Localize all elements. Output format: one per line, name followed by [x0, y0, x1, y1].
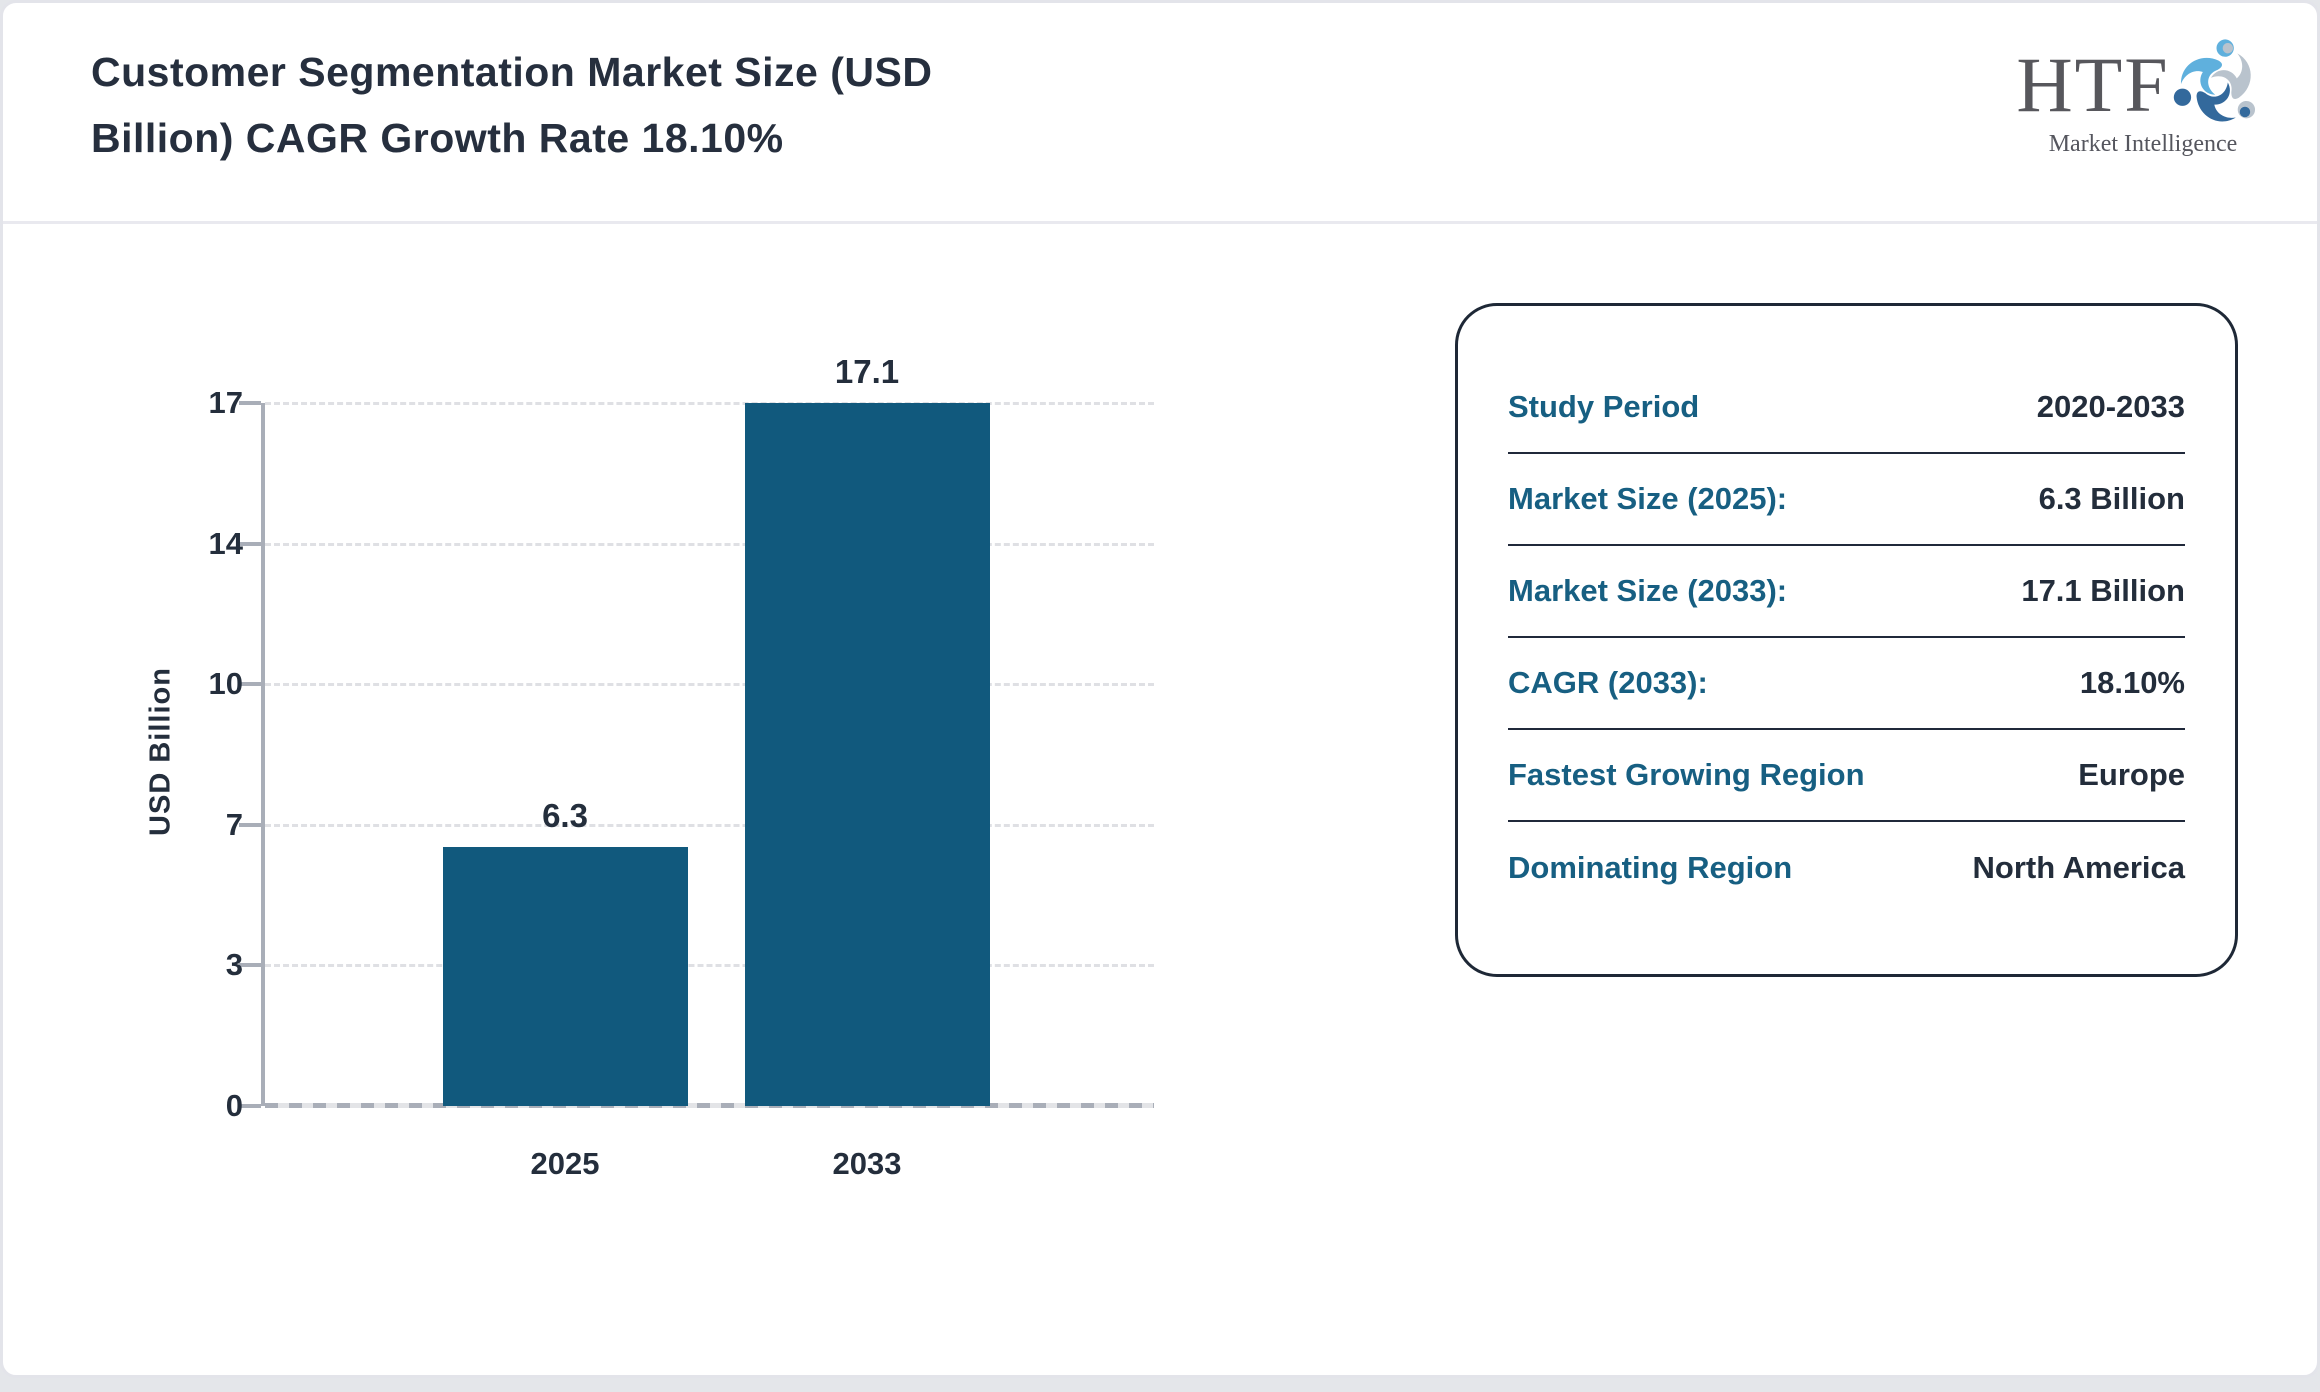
x-axis-label: 2033: [832, 1146, 902, 1181]
logo-monogram-text: HTF: [2016, 41, 2170, 128]
page-title-line-1: Customer Segmentation Market Size (USD: [91, 49, 933, 95]
y-tick-mark: [239, 682, 261, 687]
info-row: Market Size (2025): 6.3 Billion: [1508, 454, 2185, 546]
logo-subtitle-text: Market Intelligence: [2048, 131, 2238, 157]
y-tick-mark: [239, 1104, 261, 1108]
info-row: CAGR (2033): 18.10%: [1508, 638, 2185, 730]
info-row-value: 18.10%: [2079, 665, 2185, 700]
y-tick-label: 7: [225, 806, 243, 842]
info-row-label: Market Size (2025):: [1508, 481, 1788, 516]
info-row-value: Europe: [2078, 757, 2185, 792]
y-axis-title: USD Billion: [144, 666, 177, 836]
gridline: [265, 964, 1154, 968]
logo-row: HTF: [2016, 33, 2269, 137]
gridline: [265, 542, 1154, 546]
htf-logo: HTF Market Intelligence: [2016, 33, 2261, 158]
info-row: Study Period 2020-2033: [1508, 362, 2185, 454]
bar-2025: [442, 847, 688, 1106]
bar-chart-plot: USD Billion 17 14 10 7 3 0 6.3 2025 17.1 2033: [145, 353, 1154, 1181]
header-divider: [3, 221, 2317, 224]
gridline: [265, 402, 1154, 405]
gridline: [265, 823, 1154, 827]
y-tick-mark: [239, 822, 261, 827]
y-tick-label: 3: [225, 947, 243, 983]
info-row-value: North America: [1972, 850, 2185, 885]
info-row-label: Dominating Region: [1508, 850, 1793, 885]
x-axis-baseline: [265, 1103, 1154, 1108]
market-info-card: Study Period 2020-2033 Market Size (2025):…: [1455, 303, 2238, 977]
x-axis-label: 2025: [530, 1146, 600, 1181]
info-row: Dominating Region North America: [1508, 822, 2185, 914]
info-row-label: Market Size (2033):: [1508, 573, 1788, 608]
y-tick-label: 10: [208, 666, 243, 702]
y-tick-label: 17: [208, 385, 243, 420]
info-row-label: Fastest Growing Region: [1508, 757, 1865, 792]
y-tick-mark: [239, 401, 261, 405]
page-title: Customer Segmentation Market Size (USD Bi…: [91, 39, 932, 171]
info-row-value: 17.1 Billion: [2021, 573, 2185, 608]
bar-2033: [744, 403, 990, 1106]
page-title-line-2: Billion) CAGR Growth Rate 18.10%: [91, 115, 784, 161]
gridline: [265, 683, 1154, 687]
y-tick-label: 14: [208, 525, 243, 561]
bar-value-label: 6.3: [542, 797, 588, 834]
y-tick-label: 0: [225, 1088, 243, 1123]
logo-swirl-figure: [2173, 82, 2250, 122]
y-tick-mark: [239, 963, 261, 968]
info-row-label: Study Period: [1508, 389, 1700, 424]
info-row: Market Size (2033): 17.1 Billion: [1508, 546, 2185, 638]
info-row-value: 6.3 Billion: [2038, 481, 2185, 516]
logo-swirl-icon: [2173, 39, 2255, 122]
info-row-value: 2020-2033: [2036, 389, 2185, 424]
bar-value-label: 17.1: [834, 353, 900, 390]
info-row: Fastest Growing Region Europe: [1508, 730, 2185, 822]
y-tick-mark: [239, 541, 261, 546]
info-row-label: CAGR (2033):: [1508, 665, 1708, 700]
